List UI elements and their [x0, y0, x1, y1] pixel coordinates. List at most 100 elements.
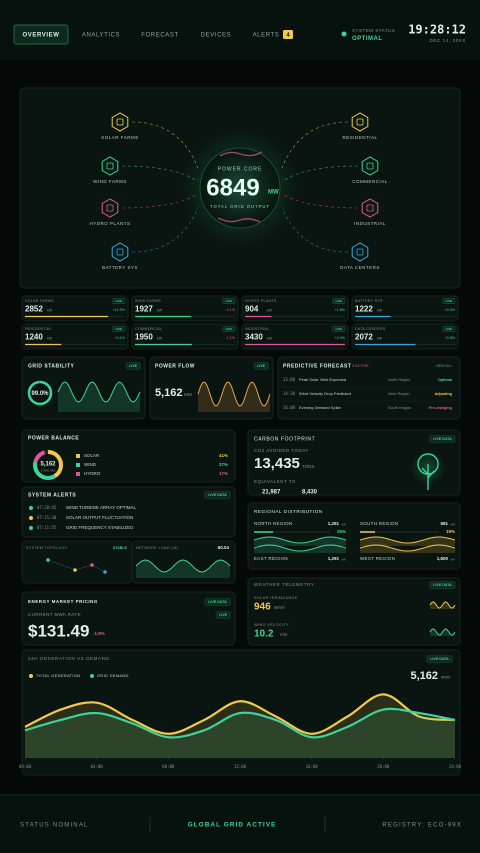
sparkline [197, 381, 271, 407]
stat-unit: kW [377, 336, 383, 340]
topology-status: STABLE [113, 546, 128, 550]
stat-name: WIND FARMS [135, 299, 161, 303]
x-tick-label: 00:00 [19, 764, 32, 769]
legend-label: HYDRO [84, 471, 101, 476]
nav-tab[interactable]: FORECAST [141, 33, 178, 39]
weather-name: SOLAR IRRADIANCE [254, 596, 298, 600]
donut-total: 5,162 [40, 462, 56, 468]
stat-change: +0.4% [445, 308, 456, 312]
stat-unit: kW [157, 308, 163, 312]
sparkline-fill [254, 545, 346, 553]
tag [332, 298, 346, 304]
footer-status: STATUS NOMINAL [20, 823, 89, 829]
tag [426, 655, 453, 663]
panel [131, 295, 239, 322]
sparkline [359, 544, 456, 552]
weather-unit: m/s [280, 632, 288, 637]
topology-node [90, 563, 94, 567]
node-icon [116, 248, 124, 256]
alert-count: 4 [286, 32, 290, 38]
node-hex [111, 112, 129, 132]
weather-value: 10.2 [254, 629, 274, 640]
node-hex [351, 112, 369, 132]
market-change: -1.8% [93, 631, 105, 636]
sparkline-fill [198, 382, 270, 412]
forecast-active: 3 ACTIVE [352, 364, 369, 368]
live-tag: LIVE DATA [433, 437, 452, 441]
forecast-time: 14:30 [283, 391, 296, 396]
live-tag: LIVE [129, 364, 138, 368]
flow-line [131, 207, 199, 253]
tag [112, 298, 126, 304]
sparkline-fill [360, 545, 455, 553]
node-hex [111, 242, 129, 262]
panel-title: SYSTEM ALERTS [28, 492, 76, 498]
nav-tab[interactable]: ALERTS [253, 33, 280, 39]
tag [442, 298, 456, 304]
forecast-region: South Region [388, 406, 411, 410]
tag [429, 435, 456, 443]
stat-name: DATA CENTERS [355, 327, 386, 331]
panel [247, 502, 461, 570]
stat-name: RESIDENTIAL [25, 327, 52, 331]
stat-change: -1.1% [226, 336, 236, 340]
live-tag: LIVE [445, 327, 452, 331]
alert-time: 07:11:55 [37, 525, 57, 530]
panel-title: ENERGY MARKET PRICING [28, 599, 98, 604]
core-label: POWER CORE [218, 166, 263, 172]
tag [429, 581, 456, 589]
forecast-time: 13:00 [283, 377, 296, 382]
value-label: 41% [219, 453, 228, 458]
tag [222, 326, 236, 332]
stat-value: 1222 [355, 305, 373, 314]
forecast-region: North Region [388, 378, 410, 382]
topology-links [47, 559, 106, 573]
panel [21, 323, 129, 350]
carbon-value: 13,435 [254, 455, 300, 472]
panel-title: SYSTEM TOPOLOGY [26, 546, 68, 550]
clock-date: DEC 14, 20XX [430, 38, 466, 43]
tag [204, 598, 231, 606]
stat-unit: kW [267, 308, 273, 312]
panel-title: GRID STABILITY [28, 363, 75, 369]
chart-total: 5,162 [410, 670, 438, 682]
x-tick-label: 20:00 [377, 764, 390, 769]
node-label: COMMERCIAL [352, 179, 388, 184]
stat-value: 1927 [135, 305, 153, 314]
network-value: 60.04 [218, 545, 230, 550]
stat-change: +12.3% [113, 308, 126, 312]
live-tag: LIVE DATA [430, 657, 449, 661]
forecast-link[interactable]: VIEW ALL [436, 364, 452, 368]
region-name: EAST REGION [254, 556, 288, 561]
panel-title: WEATHER TELEMETRY [254, 582, 314, 587]
stat-change: +0.8% [445, 336, 456, 340]
node-hex [361, 198, 379, 218]
nav-tab[interactable]: ANALYTICS [82, 33, 120, 39]
live-tag: LIVE [219, 613, 228, 617]
forecast-event: Evening Demand Spike [299, 405, 342, 410]
legend-label: SOLAR [84, 453, 100, 458]
node-hex [101, 156, 119, 176]
nav-tab[interactable]: DEVICES [201, 33, 232, 39]
sparkline-fill [360, 537, 455, 546]
live-tag: LIVE DATA [208, 600, 227, 604]
stat-name: INDUSTRIAL [245, 327, 269, 331]
tag [204, 491, 231, 499]
node-label: BATTERY SYS [102, 265, 138, 270]
stat-value: 1240 [25, 333, 43, 342]
weather-unit: W/m² [274, 605, 285, 610]
donut-segment [33, 450, 63, 480]
forecast-time: 16:00 [283, 405, 296, 410]
live-tag: LIVE DATA [433, 583, 452, 587]
stat-value: 2072 [355, 333, 373, 342]
panel-title: POWER FLOW [155, 363, 195, 369]
stat-value: 2852 [25, 305, 43, 314]
live-tag: LIVE [335, 327, 342, 331]
flow-line [131, 121, 199, 169]
nav-tab[interactable]: OVERVIEW [22, 33, 59, 39]
alert-dot [29, 526, 33, 530]
alert-dot [29, 506, 33, 510]
node-icon [106, 162, 114, 170]
legend-swatch [76, 472, 80, 476]
